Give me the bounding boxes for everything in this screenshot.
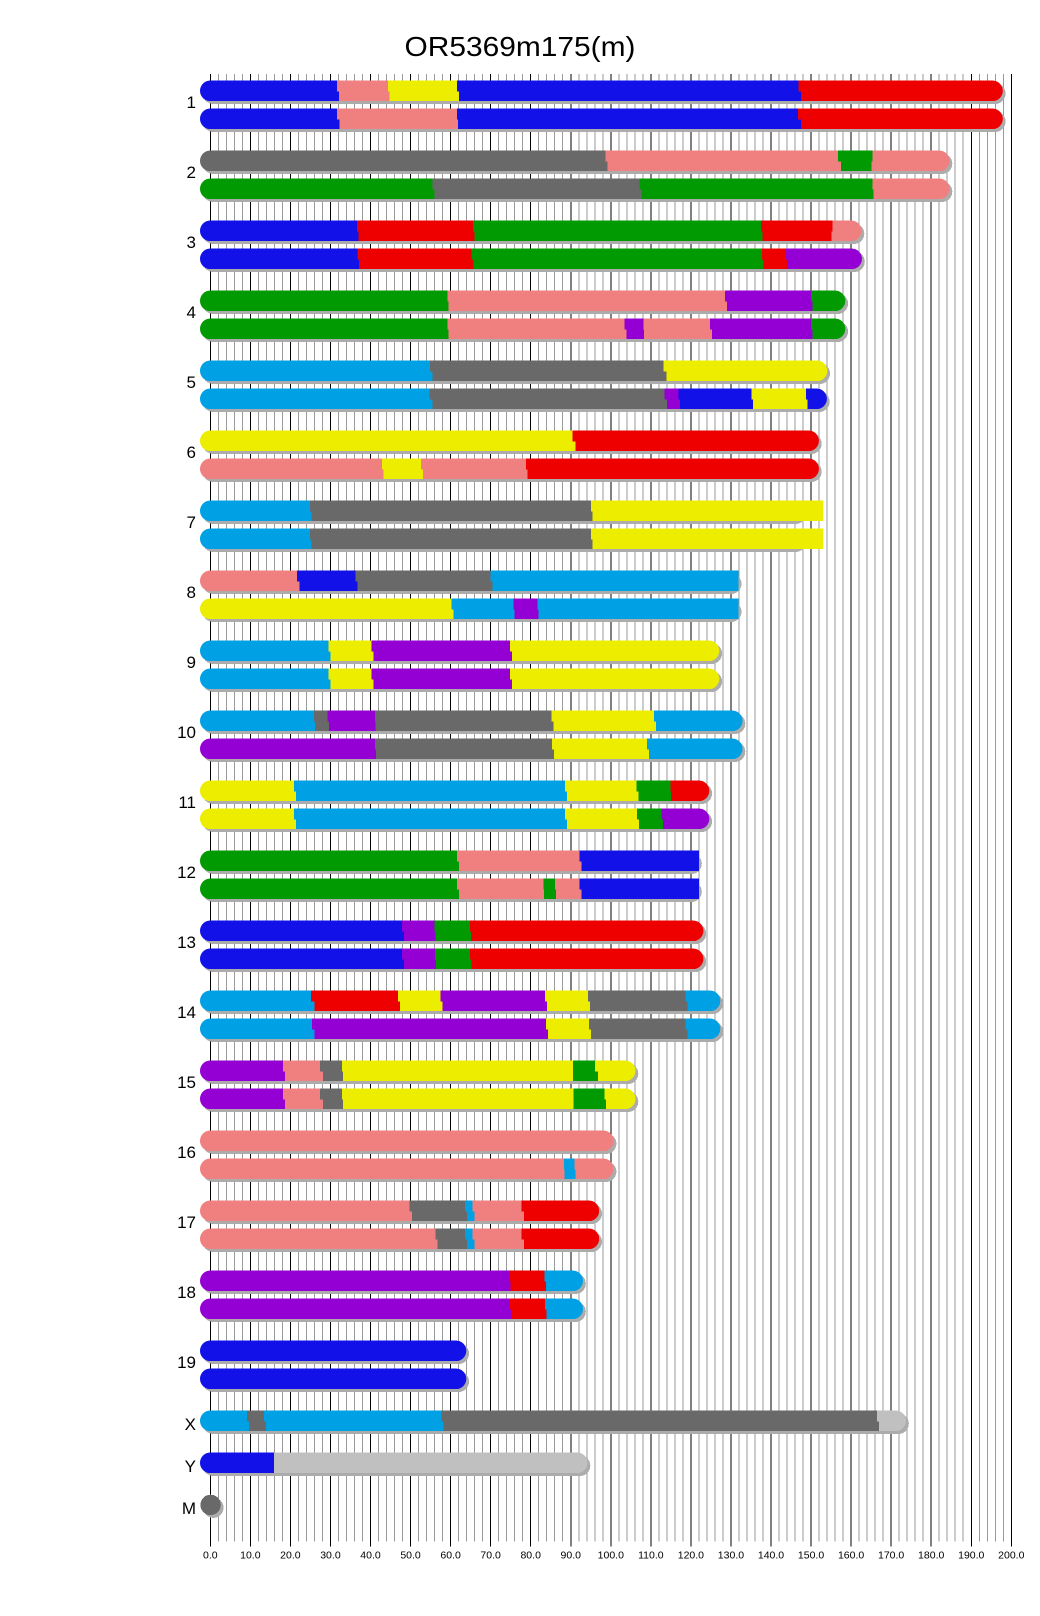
svg-text:6: 6 (187, 443, 196, 462)
svg-text:80.0: 80.0 (520, 1550, 541, 1562)
svg-text:16: 16 (177, 1143, 196, 1162)
svg-text:50.0: 50.0 (400, 1550, 421, 1562)
svg-text:200.0: 200.0 (998, 1550, 1024, 1562)
svg-text:13: 13 (177, 933, 196, 952)
svg-text:17: 17 (177, 1213, 196, 1232)
svg-text:12: 12 (177, 863, 196, 882)
svg-text:3: 3 (187, 233, 196, 252)
svg-text:M: M (182, 1499, 196, 1518)
svg-text:X: X (185, 1415, 196, 1434)
svg-text:70.0: 70.0 (480, 1550, 501, 1562)
svg-text:40.0: 40.0 (360, 1550, 381, 1562)
svg-text:90.0: 90.0 (561, 1550, 582, 1562)
svg-text:14: 14 (177, 1003, 196, 1022)
svg-text:11: 11 (178, 793, 196, 812)
svg-text:20.0: 20.0 (280, 1550, 301, 1562)
svg-text:190.0: 190.0 (958, 1550, 984, 1562)
svg-text:18: 18 (177, 1283, 196, 1302)
svg-text:1: 1 (187, 93, 196, 112)
svg-text:100.0: 100.0 (598, 1550, 624, 1562)
svg-text:180.0: 180.0 (918, 1550, 944, 1562)
svg-text:OR5369m175(m): OR5369m175(m) (405, 31, 636, 62)
svg-text:5: 5 (187, 373, 196, 392)
svg-text:170.0: 170.0 (878, 1550, 904, 1562)
svg-text:30.0: 30.0 (320, 1550, 341, 1562)
svg-text:140.0: 140.0 (758, 1550, 784, 1562)
svg-text:150.0: 150.0 (798, 1550, 824, 1562)
svg-text:160.0: 160.0 (838, 1550, 864, 1562)
svg-text:2: 2 (187, 163, 196, 182)
svg-text:60.0: 60.0 (440, 1550, 461, 1562)
svg-text:110.0: 110.0 (638, 1550, 664, 1562)
svg-text:Y: Y (185, 1457, 196, 1476)
svg-text:130.0: 130.0 (718, 1550, 744, 1562)
svg-text:8: 8 (187, 583, 196, 602)
svg-text:7: 7 (187, 513, 196, 532)
svg-text:0.0: 0.0 (203, 1550, 218, 1562)
svg-text:15: 15 (177, 1073, 196, 1092)
svg-text:4: 4 (187, 303, 196, 322)
svg-text:19: 19 (177, 1353, 196, 1372)
svg-text:10.0: 10.0 (240, 1550, 261, 1562)
svg-text:9: 9 (187, 653, 196, 672)
svg-text:10: 10 (177, 723, 196, 742)
svg-text:120.0: 120.0 (678, 1550, 704, 1562)
